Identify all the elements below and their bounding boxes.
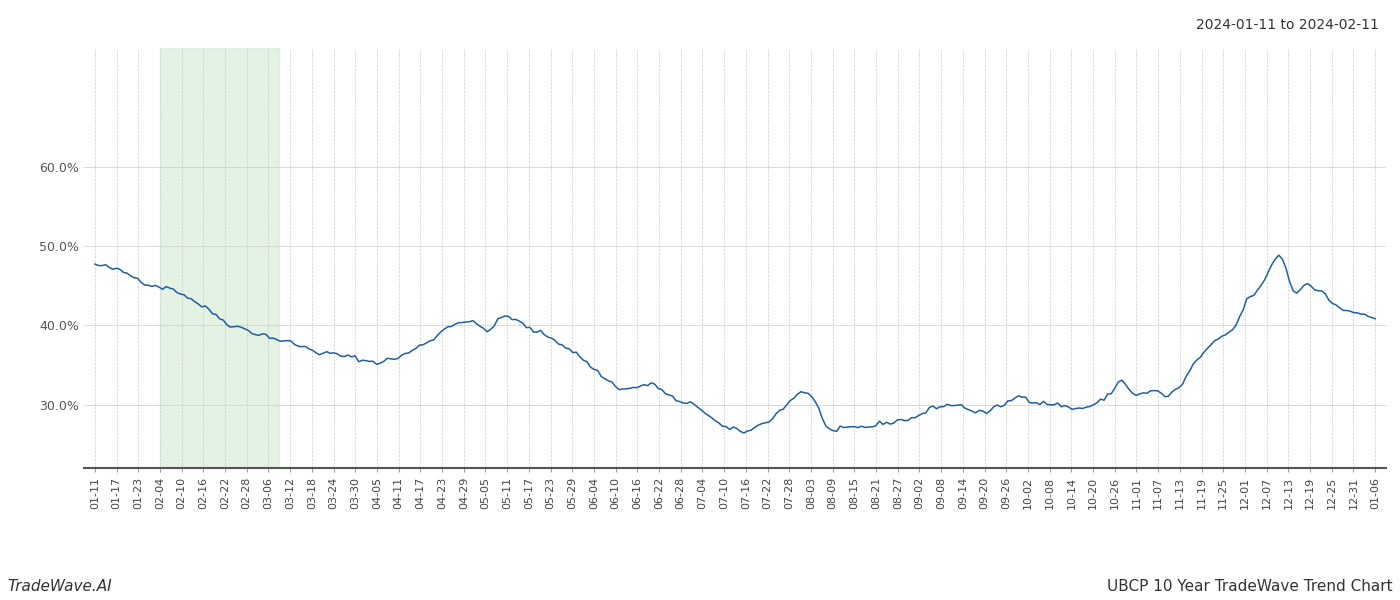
Bar <box>160 48 279 468</box>
Text: TradeWave.AI: TradeWave.AI <box>7 579 112 594</box>
Text: UBCP 10 Year TradeWave Trend Chart: UBCP 10 Year TradeWave Trend Chart <box>1107 579 1393 594</box>
Text: 2024-01-11 to 2024-02-11: 2024-01-11 to 2024-02-11 <box>1196 18 1379 32</box>
